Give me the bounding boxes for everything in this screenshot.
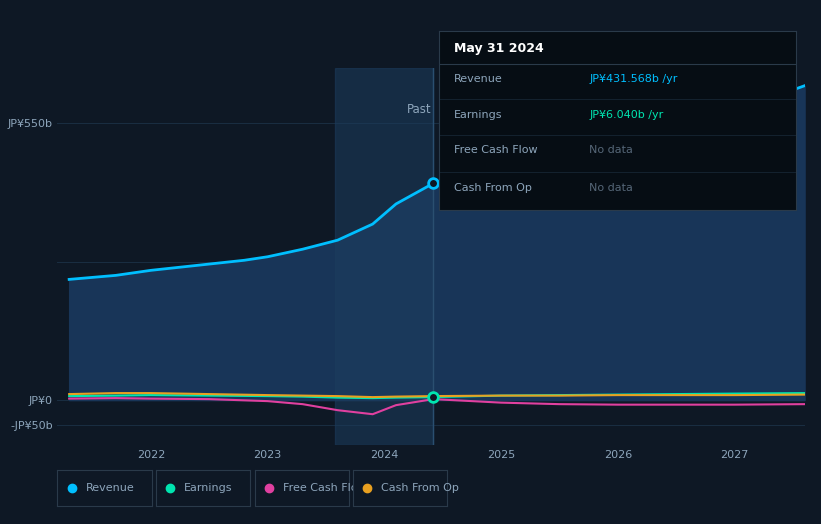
Text: Revenue: Revenue [86, 483, 135, 493]
Text: JP¥6.040b /yr: JP¥6.040b /yr [589, 110, 663, 120]
Text: Earnings: Earnings [453, 110, 502, 120]
Text: May 31 2024: May 31 2024 [453, 42, 544, 55]
Text: Revenue: Revenue [453, 74, 502, 84]
Text: Analysts Forecasts: Analysts Forecasts [439, 103, 549, 116]
Text: Cash From Op: Cash From Op [453, 183, 531, 193]
Text: Earnings: Earnings [185, 483, 233, 493]
Text: No data: No data [589, 183, 633, 193]
Text: JP¥431.568b /yr: JP¥431.568b /yr [589, 74, 677, 84]
Bar [335, 68, 433, 445]
Text: Past: Past [406, 103, 431, 116]
Text: Free Cash Flow: Free Cash Flow [282, 483, 366, 493]
Text: Free Cash Flow: Free Cash Flow [453, 146, 537, 156]
Text: Cash From Op: Cash From Op [382, 483, 459, 493]
Text: No data: No data [589, 146, 633, 156]
